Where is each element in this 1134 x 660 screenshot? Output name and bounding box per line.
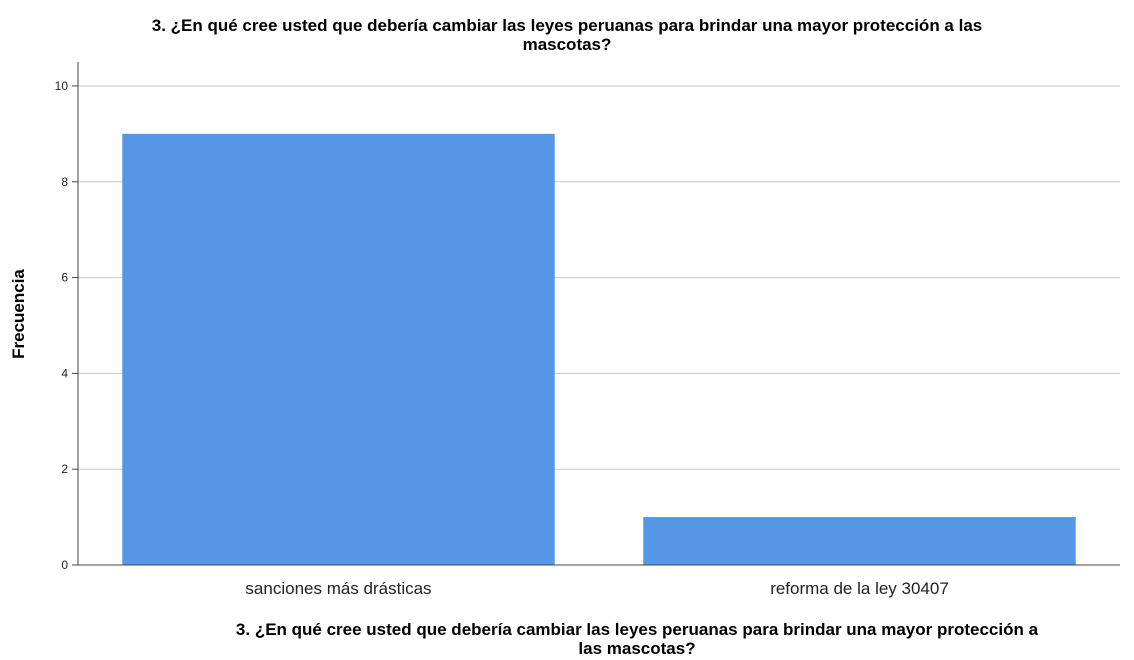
y-tick-label-10: 10 <box>55 79 69 93</box>
x-axis-label-line-2: las mascotas? <box>578 639 696 658</box>
bar-chart-plot: 0 2 4 6 8 10 sanciones más drásticas reforma d… <box>55 62 1120 598</box>
axes <box>72 62 1120 566</box>
y-tick-label-6: 6 <box>61 271 68 285</box>
bar-2 <box>643 517 1076 565</box>
y-tick-labels: 0 2 4 6 8 10 <box>55 79 69 572</box>
y-tick-label-0: 0 <box>61 558 68 572</box>
x-tick-label-1: sanciones más drásticas <box>245 579 431 598</box>
bar-1 <box>122 133 555 565</box>
chart-title-line-2: mascotas? <box>522 35 612 54</box>
y-tick-label-8: 8 <box>61 175 68 189</box>
chart-title: 3. ¿En qué cree usted que debería cambia… <box>0 16 1134 54</box>
x-axis-label: 3. ¿En qué cree usted que debería cambia… <box>70 620 1134 658</box>
y-tick-label-2: 2 <box>61 462 68 476</box>
x-axis-label-line-1: 3. ¿En qué cree usted que debería cambia… <box>235 620 1039 639</box>
x-tick-label-2: reforma de la ley 30407 <box>770 579 949 598</box>
x-tick-labels: sanciones más drásticas reforma de la ley… <box>245 579 948 598</box>
y-tick-label-4: 4 <box>61 366 68 380</box>
bars <box>122 133 1076 565</box>
chart-title-line-1: 3. ¿En qué cree usted que debería cambia… <box>151 16 983 35</box>
